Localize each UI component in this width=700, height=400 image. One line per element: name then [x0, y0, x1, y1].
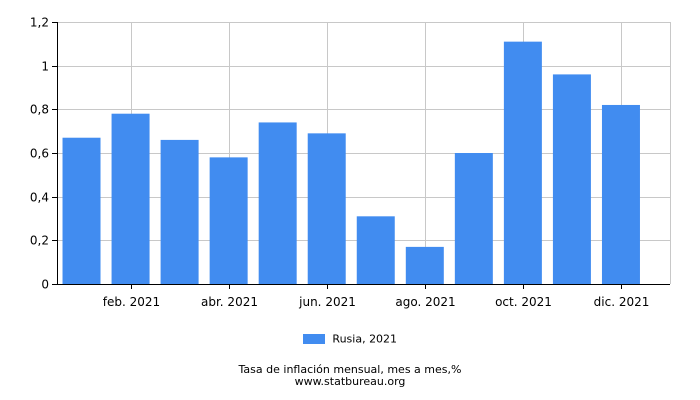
legend: Rusia, 2021	[0, 332, 700, 346]
x-tick-label: feb. 2021	[103, 295, 160, 309]
legend-swatch	[302, 334, 325, 344]
x-tick-label: jun. 2021	[298, 295, 356, 309]
bar	[62, 137, 101, 284]
caption-title: Tasa de inflación mensual, mes a mes,%	[238, 363, 462, 376]
chart-caption: Tasa de inflación mensual, mes a mes,% w…	[0, 364, 700, 388]
legend-label: Rusia, 2021	[332, 332, 398, 346]
y-tick-label: 0,6	[30, 147, 49, 161]
bar	[356, 216, 395, 284]
caption-source: www.statbureau.org	[294, 375, 406, 388]
y-tick-label: 0	[41, 278, 49, 292]
bar-chart: 0 0,2 0,4 0,6 0,8 1 1,2 feb. 2021 abr. 2021 jun. …	[30, 16, 671, 309]
bar	[258, 122, 297, 284]
bar	[307, 133, 346, 284]
y-tick-label: 0,8	[30, 103, 49, 117]
bar	[601, 104, 640, 284]
bar	[160, 139, 199, 284]
y-tick-label: 0,4	[30, 191, 49, 205]
x-tick-label: ago. 2021	[395, 295, 455, 309]
x-tick-label: oct. 2021	[495, 295, 552, 309]
y-tick-label: 1,2	[30, 16, 49, 30]
bar	[454, 153, 493, 284]
bar	[552, 74, 591, 285]
x-tick-label: dic. 2021	[594, 295, 650, 309]
y-tick-label: 0,2	[30, 234, 49, 248]
bar	[405, 246, 444, 284]
y-tick-label: 1	[41, 60, 49, 74]
bar	[209, 157, 248, 284]
axes: 0 0,2 0,4 0,6 0,8 1 1,2 feb. 2021 abr. 2021 jun. …	[30, 16, 670, 309]
x-tick-label: abr. 2021	[201, 295, 258, 309]
bar	[111, 113, 150, 284]
bar	[503, 41, 542, 285]
bars	[62, 41, 640, 285]
